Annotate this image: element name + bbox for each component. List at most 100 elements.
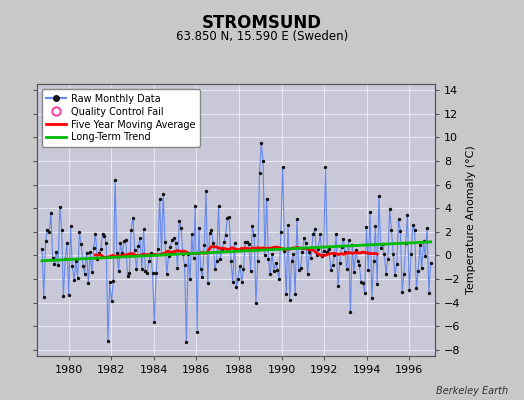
Point bbox=[93, 255, 102, 262]
Point bbox=[81, 270, 89, 277]
Point bbox=[378, 241, 387, 247]
Point bbox=[266, 271, 275, 278]
Point bbox=[56, 204, 64, 210]
Point bbox=[47, 210, 55, 216]
Point bbox=[68, 263, 77, 269]
Point bbox=[171, 240, 180, 246]
Point bbox=[123, 273, 132, 279]
Point bbox=[303, 271, 312, 277]
Point bbox=[318, 252, 326, 259]
Point bbox=[168, 237, 177, 243]
Point bbox=[102, 240, 111, 246]
Point bbox=[145, 258, 153, 264]
Point bbox=[341, 249, 350, 255]
Point bbox=[260, 252, 269, 258]
Point bbox=[90, 244, 98, 251]
Point bbox=[330, 252, 339, 258]
Point bbox=[273, 266, 281, 273]
Point bbox=[252, 300, 260, 306]
Point bbox=[401, 240, 410, 246]
Point bbox=[52, 249, 60, 255]
Point bbox=[134, 243, 143, 249]
Text: STROMSUND: STROMSUND bbox=[202, 14, 322, 32]
Point bbox=[120, 238, 128, 244]
Point bbox=[216, 256, 224, 262]
Point bbox=[180, 262, 189, 268]
Point bbox=[143, 270, 151, 276]
Point bbox=[170, 235, 178, 241]
Point bbox=[337, 244, 346, 250]
Point bbox=[305, 249, 314, 255]
Text: Berkeley Earth: Berkeley Earth bbox=[436, 386, 508, 396]
Point bbox=[414, 268, 422, 274]
Point bbox=[211, 266, 219, 272]
Point bbox=[107, 298, 116, 304]
Point bbox=[277, 228, 285, 235]
Point bbox=[220, 239, 228, 246]
Point bbox=[424, 290, 433, 296]
Point bbox=[58, 226, 66, 233]
Point bbox=[237, 278, 246, 285]
Point bbox=[213, 257, 221, 264]
Point bbox=[355, 262, 364, 268]
Point bbox=[204, 280, 212, 286]
Point bbox=[177, 225, 185, 232]
Point bbox=[166, 244, 174, 250]
Point bbox=[184, 251, 192, 257]
Point bbox=[141, 268, 149, 275]
Point bbox=[314, 246, 323, 252]
Point bbox=[246, 268, 255, 274]
Point bbox=[77, 241, 85, 248]
Point bbox=[264, 256, 272, 263]
Point bbox=[396, 228, 405, 234]
Point bbox=[111, 177, 119, 184]
Point bbox=[205, 230, 214, 236]
Point bbox=[284, 222, 292, 228]
Point bbox=[357, 279, 365, 286]
Point bbox=[369, 258, 378, 264]
Point bbox=[286, 296, 294, 303]
Point bbox=[289, 251, 298, 258]
Point bbox=[43, 226, 51, 233]
Point bbox=[282, 290, 290, 297]
Point bbox=[377, 245, 385, 251]
Point bbox=[54, 262, 62, 268]
Point bbox=[139, 226, 148, 232]
Point bbox=[147, 250, 155, 256]
Point bbox=[291, 291, 299, 297]
Point bbox=[287, 258, 296, 264]
Point bbox=[350, 268, 358, 275]
Point bbox=[45, 229, 53, 235]
Point bbox=[232, 284, 241, 290]
Point bbox=[165, 252, 173, 259]
Point bbox=[275, 276, 283, 282]
Point bbox=[105, 278, 114, 285]
Point bbox=[86, 249, 94, 255]
Point bbox=[209, 240, 217, 246]
Point bbox=[250, 232, 258, 238]
Point bbox=[339, 236, 347, 242]
Point bbox=[353, 258, 362, 264]
Point bbox=[335, 260, 344, 266]
Point bbox=[271, 260, 280, 266]
Point bbox=[118, 250, 126, 256]
Point bbox=[427, 260, 435, 266]
Point bbox=[323, 249, 332, 255]
Point bbox=[67, 223, 75, 229]
Point bbox=[386, 206, 394, 212]
Point bbox=[307, 254, 315, 261]
Point bbox=[73, 274, 82, 281]
Point bbox=[243, 238, 251, 245]
Point bbox=[100, 233, 108, 239]
Point bbox=[373, 281, 381, 287]
Y-axis label: Temperature Anomaly (°C): Temperature Anomaly (°C) bbox=[466, 146, 476, 294]
Point bbox=[375, 193, 383, 200]
Point bbox=[395, 216, 403, 223]
Point bbox=[234, 276, 242, 282]
Point bbox=[329, 262, 337, 268]
Point bbox=[218, 246, 226, 252]
Point bbox=[79, 262, 87, 269]
Point bbox=[300, 234, 308, 241]
Point bbox=[248, 223, 257, 229]
Legend: Raw Monthly Data, Quality Control Fail, Five Year Moving Average, Long-Term Tren: Raw Monthly Data, Quality Control Fail, … bbox=[41, 89, 200, 147]
